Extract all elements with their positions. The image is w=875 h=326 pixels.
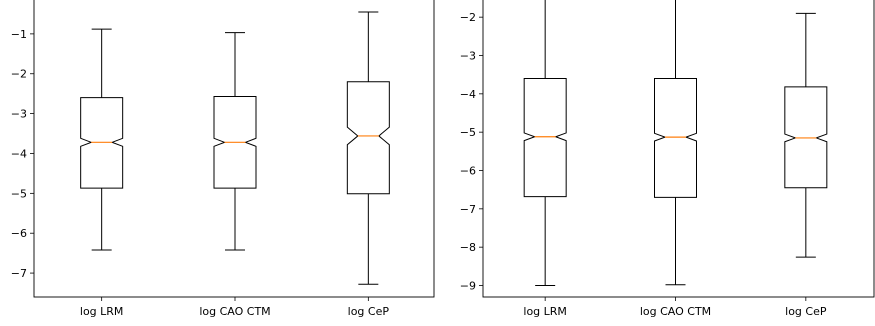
y-tick-label-1-7: −7 [11,267,27,280]
y-tick-label-2-3: −4 [460,88,476,101]
y-tick-label-1-1: −1 [11,28,27,41]
y-tick-label-2-5: −6 [460,165,476,178]
box-1-3 [346,81,390,195]
y-tick-label-1-3: −3 [11,108,27,121]
x-tick-label-1-1: log LRM [80,305,124,318]
box-2-3 [784,86,828,189]
box-2-2 [654,78,697,198]
y-tick-label-2-4: −5 [460,126,476,139]
x-tick-label-1-3: log CeP [348,305,390,318]
x-tick-label-2-1: log LRM [523,305,567,318]
x-tick-label-2-3: log CeP [785,305,827,318]
axes-frame-2 [482,0,875,298]
x-tick-label-1-2: log CAO CTM [199,305,270,318]
y-tick-label-1-2: −2 [11,68,27,81]
y-tick-label-1-5: −5 [11,187,27,200]
box-2-1 [523,78,567,198]
y-tick-label-2-6: −7 [460,203,476,216]
box-1-1 [80,97,124,189]
axes-frame-1 [33,0,435,298]
box-1-2 [213,95,257,189]
y-tick-label-1-4: −4 [11,147,27,160]
x-tick-label-2-2: log CAO CTM [640,305,711,318]
y-tick-label-2-2: −3 [460,50,476,63]
y-tick-label-1-6: −6 [11,227,27,240]
y-tick-label-2-7: −8 [460,241,476,254]
y-tick-label-2-1: −2 [460,11,476,24]
y-tick-label-2-8: −9 [460,280,476,293]
